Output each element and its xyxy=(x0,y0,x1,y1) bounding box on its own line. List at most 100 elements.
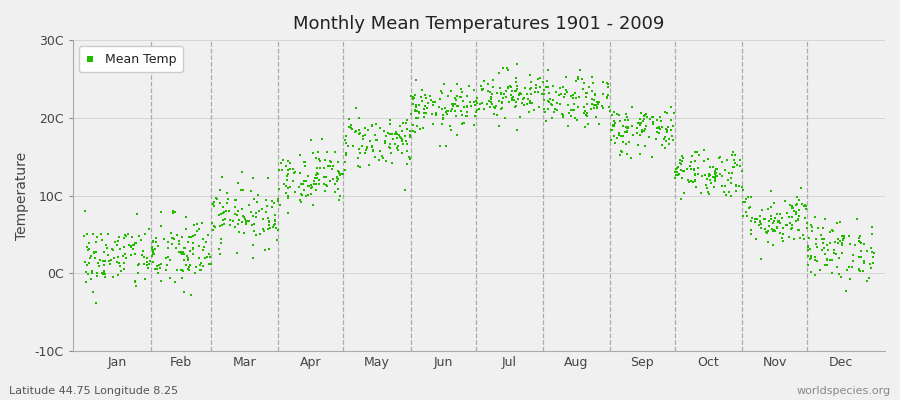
Mean Temp xyxy=(205,220,220,226)
Mean Temp xyxy=(132,233,147,239)
Mean Temp xyxy=(810,244,824,250)
Mean Temp xyxy=(492,98,507,104)
Mean Temp xyxy=(270,237,284,243)
Mean Temp xyxy=(790,194,805,200)
Mean Temp xyxy=(735,198,750,205)
Mean Temp xyxy=(79,262,94,268)
Mean Temp xyxy=(153,265,167,271)
Mean Temp xyxy=(782,214,796,220)
Mean Temp xyxy=(509,82,524,89)
Mean Temp xyxy=(400,126,414,132)
Mean Temp xyxy=(108,238,122,245)
Mean Temp xyxy=(792,196,806,203)
Mean Temp xyxy=(406,101,420,107)
Mean Temp xyxy=(117,266,131,272)
Mean Temp xyxy=(280,210,294,216)
Mean Temp xyxy=(357,132,372,138)
Mean Temp xyxy=(146,239,160,246)
Mean Temp xyxy=(437,81,452,88)
Mean Temp xyxy=(536,97,551,103)
Mean Temp xyxy=(268,220,283,227)
Mean Temp xyxy=(681,179,696,186)
Mean Temp xyxy=(271,196,285,202)
Mean Temp xyxy=(617,117,632,123)
Mean Temp xyxy=(566,101,580,107)
Mean Temp xyxy=(743,231,758,238)
Mean Temp xyxy=(296,181,310,188)
Mean Temp xyxy=(402,156,417,162)
Mean Temp xyxy=(425,111,439,117)
Mean Temp xyxy=(620,124,634,130)
Mean Temp xyxy=(166,210,180,216)
Mean Temp xyxy=(359,147,374,154)
Mean Temp xyxy=(332,170,347,176)
Mean Temp xyxy=(454,86,468,92)
Mean Temp xyxy=(568,114,582,121)
Mean Temp xyxy=(727,152,742,158)
Mean Temp xyxy=(119,233,133,239)
Mean Temp xyxy=(105,247,120,253)
Mean Temp xyxy=(702,177,716,184)
Mean Temp xyxy=(704,180,718,186)
Mean Temp xyxy=(663,104,678,110)
Mean Temp xyxy=(543,96,557,102)
Mean Temp xyxy=(297,159,311,166)
Mean Temp xyxy=(851,254,866,260)
Mean Temp xyxy=(689,184,704,190)
Mean Temp xyxy=(601,84,616,90)
Mean Temp xyxy=(793,234,807,241)
Mean Temp xyxy=(668,175,682,181)
Mean Temp xyxy=(823,240,837,247)
Mean Temp xyxy=(710,173,724,179)
Mean Temp xyxy=(779,210,794,216)
Mean Temp xyxy=(121,231,135,237)
Mean Temp xyxy=(669,166,683,172)
Mean Temp xyxy=(572,94,586,100)
Mean Temp xyxy=(592,99,607,105)
Mean Temp xyxy=(212,187,227,194)
Mean Temp xyxy=(450,103,464,109)
Mean Temp xyxy=(464,99,478,105)
Mean Temp xyxy=(256,228,271,234)
Mean Temp xyxy=(801,243,815,249)
Mean Temp xyxy=(309,187,323,193)
Mean Temp xyxy=(89,249,104,255)
Mean Temp xyxy=(256,216,270,222)
Mean Temp xyxy=(744,193,759,200)
Mean Temp xyxy=(863,261,878,267)
Mean Temp xyxy=(390,135,404,142)
Mean Temp xyxy=(584,106,598,112)
Mean Temp xyxy=(626,104,640,110)
Mean Temp xyxy=(703,172,717,178)
Mean Temp xyxy=(157,235,171,242)
Mean Temp xyxy=(787,208,801,214)
Mean Temp xyxy=(542,90,556,96)
Mean Temp xyxy=(782,234,796,240)
Mean Temp xyxy=(448,113,463,119)
Mean Temp xyxy=(122,242,137,248)
Mean Temp xyxy=(266,223,280,230)
Mean Temp xyxy=(800,225,814,231)
Mean Temp xyxy=(386,136,400,142)
Mean Temp xyxy=(612,130,626,136)
Mean Temp xyxy=(76,232,91,239)
Mean Temp xyxy=(688,172,702,178)
Mean Temp xyxy=(220,200,235,206)
Mean Temp xyxy=(116,244,130,250)
Mean Temp xyxy=(629,130,643,136)
Mean Temp xyxy=(105,246,120,252)
Mean Temp xyxy=(544,115,559,122)
Mean Temp xyxy=(192,243,206,249)
Mean Temp xyxy=(84,276,98,282)
Mean Temp xyxy=(398,133,412,140)
Mean Temp xyxy=(580,101,594,108)
Mean Temp xyxy=(677,167,691,174)
Mean Temp xyxy=(789,218,804,224)
Mean Temp xyxy=(422,92,436,99)
Mean Temp xyxy=(840,267,854,273)
Mean Temp xyxy=(83,255,97,261)
Mean Temp xyxy=(94,270,109,276)
Mean Temp xyxy=(405,122,419,128)
Mean Temp xyxy=(545,96,560,103)
Mean Temp xyxy=(824,226,839,233)
